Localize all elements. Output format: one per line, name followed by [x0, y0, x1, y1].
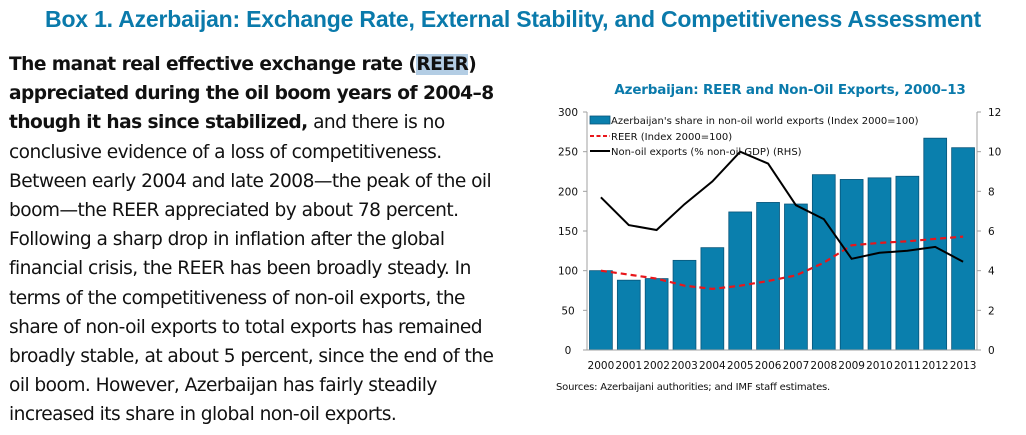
x-tick-label: 2011	[894, 360, 921, 372]
x-tick-label: 2009	[838, 360, 865, 372]
body-line: The manat real effective exchange rate (…	[9, 50, 539, 79]
legend-bar-swatch	[589, 115, 611, 125]
body-text-span: share of non-oil exports to total export…	[9, 316, 483, 338]
x-tick-label: 2003	[671, 360, 698, 372]
x-tick-label: 2010	[866, 360, 893, 372]
bar	[700, 247, 725, 351]
body-line: conclusive evidence of a loss of competi…	[9, 138, 539, 167]
bar	[923, 137, 948, 351]
left-tick-label: 250	[558, 147, 578, 159]
bar	[839, 179, 864, 351]
bar	[644, 278, 669, 351]
bold-text: )	[468, 54, 477, 75]
right-tick-label: 12	[988, 107, 1001, 119]
x-tick-label: 2008	[810, 360, 837, 372]
bar	[895, 175, 920, 351]
right-tick-label: 2	[988, 305, 995, 317]
x-tick-label: 2012	[922, 360, 949, 372]
body-line: oil boom. However, Azerbaijan has fairly…	[9, 371, 539, 400]
body-text-span: and there is no	[307, 112, 445, 134]
body-text-span: terms of the competitiveness of non-oil …	[9, 287, 465, 309]
body-line: though it has since stabilized, and ther…	[9, 108, 539, 137]
bold-text: appreciated during the oil boom years of…	[9, 83, 494, 105]
bar	[811, 174, 836, 351]
body-line: broadly stable, at about 5 percent, sinc…	[9, 342, 539, 371]
body-line: appreciated during the oil boom years of…	[9, 79, 539, 108]
bar	[867, 177, 892, 351]
left-tick-label: 200	[558, 186, 578, 198]
right-tick-label: 10	[988, 147, 1001, 159]
selected-text: REER	[416, 54, 469, 75]
left-tick-label: 150	[558, 226, 578, 238]
body-text-span: financial crisis, the REER has been broa…	[9, 258, 471, 280]
bar	[672, 259, 697, 351]
x-tick-label: 2001	[615, 360, 642, 372]
bar	[951, 147, 975, 351]
bar	[784, 203, 808, 351]
right-tick-label: 8	[988, 186, 995, 198]
right-tick-label: 6	[988, 226, 995, 238]
left-tick-label: 100	[558, 266, 578, 278]
legend-label: REER (Index 2000=100)	[611, 132, 732, 143]
right-tick-label: 4	[988, 266, 995, 278]
legend-label: Non-oil exports (% non-oil GDP) (RHS)	[611, 147, 802, 158]
body-text-span: conclusive evidence of a loss of competi…	[9, 141, 442, 163]
body-line: share of non-oil exports to total export…	[9, 313, 539, 342]
body-line: terms of the competitiveness of non-oil …	[9, 284, 539, 313]
bar	[589, 270, 613, 351]
body-line: financial crisis, the REER has been broa…	[9, 254, 539, 283]
body-line: boom—the REER appreciated by about 78 pe…	[9, 196, 539, 225]
body-text-span: oil boom. However, Azerbaijan has fairly…	[9, 375, 437, 397]
left-tick-label: 50	[561, 305, 574, 317]
x-tick-label: 2000	[588, 360, 615, 372]
bold-text: The manat real effective exchange rate (	[9, 54, 417, 75]
left-tick-label: 0	[565, 345, 572, 357]
box-title: Box 1. Azerbaijan: Exchange Rate, Extern…	[45, 6, 981, 32]
chart-title: Azerbaijan: REER and Non-Oil Exports, 20…	[614, 82, 966, 98]
legend-label: Azerbaijan's share in non-oil world expo…	[611, 116, 919, 127]
body-paragraph: The manat real effective exchange rate (…	[9, 50, 539, 430]
nonoil-exports-line	[600, 150, 964, 263]
body-line: Between early 2004 and late 2008—the pea…	[9, 167, 539, 196]
bold-text: though it has since stabilized,	[9, 112, 308, 134]
bar	[728, 211, 753, 351]
body-text-span: boom—the REER appreciated by about 78 pe…	[9, 200, 459, 222]
body-text-span: Between early 2004 and late 2008—the pea…	[9, 170, 492, 192]
right-tick-label: 0	[988, 345, 995, 357]
x-tick-label: 2006	[755, 360, 782, 372]
body-line: increased its share in global non-oil ex…	[9, 400, 539, 429]
body-text-span: increased its share in global non-oil ex…	[9, 404, 397, 426]
x-tick-label: 2004	[699, 360, 726, 372]
body-text-span: broadly stable, at about 5 percent, sinc…	[9, 346, 494, 368]
bar	[756, 202, 780, 351]
source-note: Sources: Azerbaijani authorities; and IM…	[556, 382, 831, 393]
x-tick-label: 2013	[950, 360, 977, 372]
reer-line	[600, 235, 964, 291]
x-tick-label: 2002	[643, 360, 670, 372]
x-tick-label: 2005	[727, 360, 754, 372]
x-tick-label: 2007	[783, 360, 810, 372]
left-tick-label: 300	[558, 107, 578, 119]
body-line: Following a sharp drop in inflation afte…	[9, 225, 539, 254]
bar	[616, 279, 641, 351]
body-text-span: Following a sharp drop in inflation afte…	[9, 229, 445, 251]
